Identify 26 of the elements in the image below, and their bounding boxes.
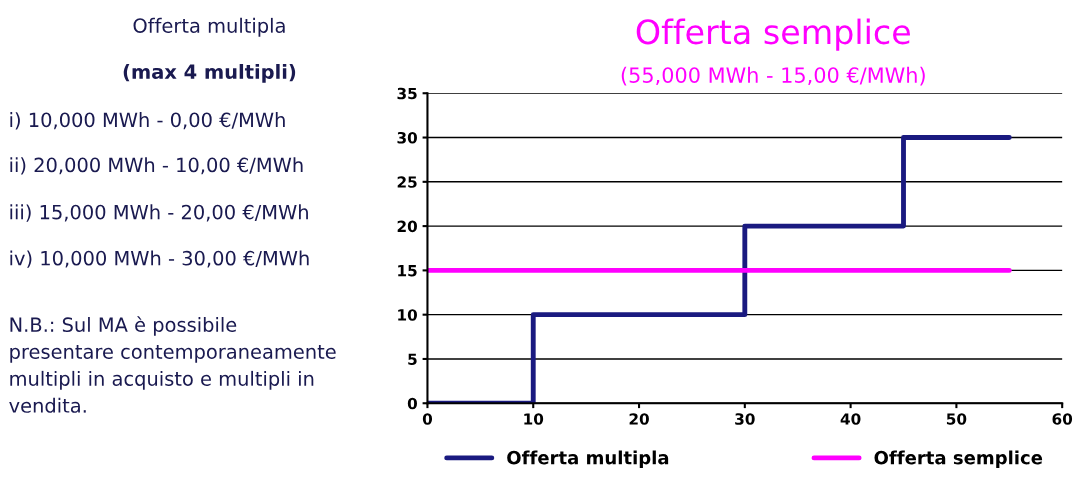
x-tick-label: 40 — [840, 413, 861, 425]
y-tick-label: 15 — [398, 265, 417, 277]
text: iii) 15,000 MWh - 20,00 €/MWh — [10, 204, 308, 222]
y-tick-label: 30 — [397, 132, 417, 144]
y-tick-label: 35 — [397, 87, 417, 100]
legend-label: Offerta semplice — [874, 450, 1043, 468]
x-tick-label: 50 — [946, 413, 967, 425]
x-tick-label: 20 — [629, 413, 649, 425]
x-tick-label: 0 — [422, 413, 433, 425]
text: iv) 10,000 MWh - 30,00 €/MWh — [10, 250, 309, 268]
x-tick-label: 10 — [524, 413, 544, 425]
text: Offerta multipla — [133, 17, 285, 37]
y-tick-label: 20 — [397, 220, 417, 233]
y-tick-label: 0 — [407, 397, 417, 410]
legend-label: Offerta multipla — [507, 450, 669, 468]
x-tick-label: 60 — [1052, 413, 1073, 425]
x-tick-label: 30 — [735, 413, 755, 425]
text: i) 10,000 MWh - 0,00 €/MWh — [10, 112, 285, 130]
text: ii) 20,000 MWh - 10,00 €/MWh — [10, 157, 303, 175]
text: N.B.: Sul MA è possibile presentare contemporaneamente multipli in acquisto e multipli in vendita. — [9, 316, 336, 413]
chart-title: Offerta semplice — [636, 18, 910, 51]
text: (max 4 multipli) — [123, 64, 296, 83]
y-tick-label: 25 — [397, 176, 417, 188]
chart-subtitle: (55,000 MWh - 15,00 €/MWh) — [621, 66, 925, 86]
y-tick-label: 5 — [408, 353, 417, 365]
y-tick-label: 10 — [398, 309, 417, 321]
